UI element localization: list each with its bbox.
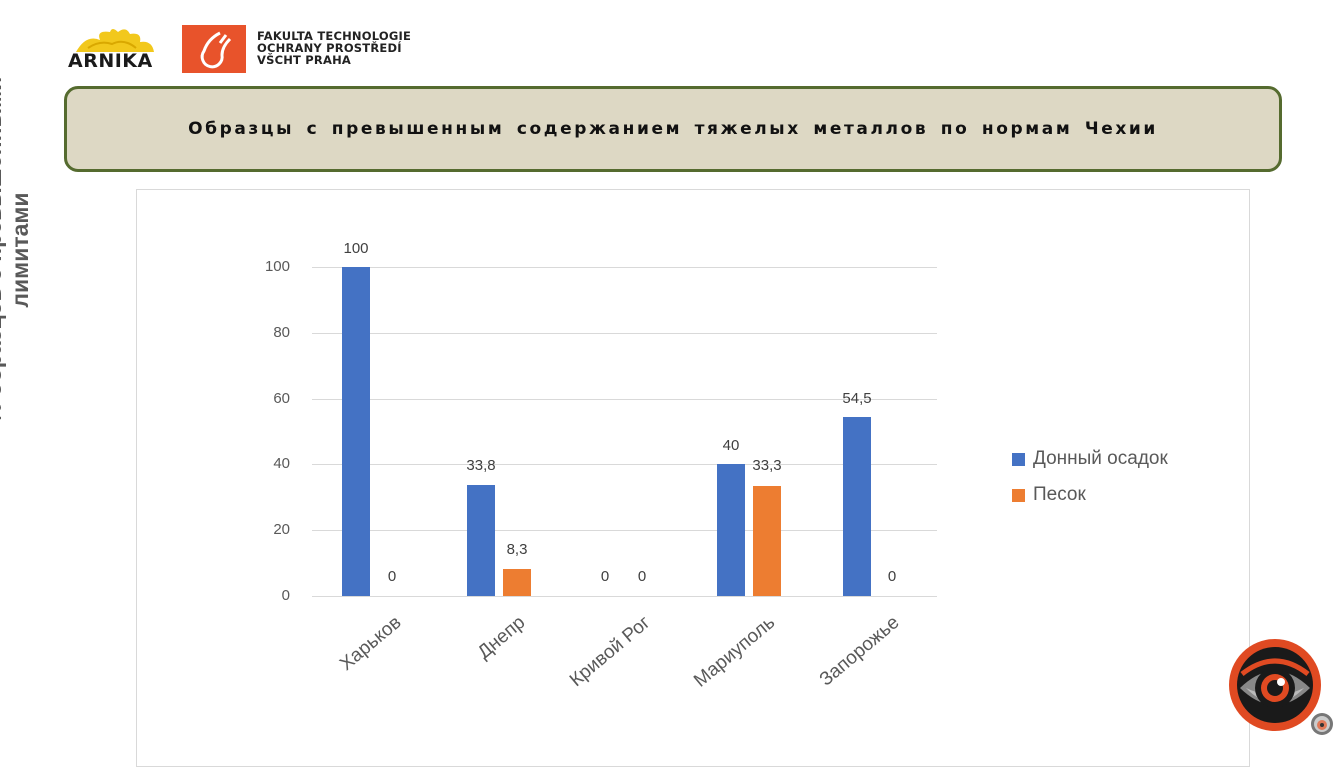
legend-item-sediment: Донный осадок xyxy=(1012,448,1168,470)
arnika-logo-text: ARNIKA xyxy=(68,50,153,72)
legend-item-sand: Песок xyxy=(1012,484,1086,506)
y-tick: 100 xyxy=(264,258,290,275)
data-label: 40 xyxy=(722,437,740,454)
gridline-40 xyxy=(312,464,937,465)
data-label: 33,8 xyxy=(466,457,496,474)
legend-label: Песок xyxy=(1033,484,1086,505)
y-tick: 80 xyxy=(273,324,290,341)
gridline-60 xyxy=(312,399,937,400)
title-box: Образцы с превышенным содержанием тяжелы… xyxy=(64,86,1282,172)
bar-sand-dnepr xyxy=(503,569,531,596)
x-axis-line xyxy=(312,596,937,597)
data-label: 8,3 xyxy=(506,541,528,558)
y-tick: 40 xyxy=(273,455,290,472)
gridline-100 xyxy=(312,267,937,268)
vscht-line-3: VŠCHT PRAHA xyxy=(257,53,352,67)
gridline-20 xyxy=(312,530,937,531)
vscht-logo-text: FAKULTA TECHNOLOGIE OCHRANY PROSTŘEDÍ VŠ… xyxy=(257,30,411,66)
gridline-80 xyxy=(312,333,937,334)
watermark-eye-icon xyxy=(1228,638,1322,732)
y-tick: 60 xyxy=(273,390,290,407)
slide-title: Образцы с превышенным содержанием тяжелы… xyxy=(188,119,1158,139)
bar-sediment-kharkov xyxy=(342,267,370,596)
y-tick: 20 xyxy=(273,521,290,538)
data-label: 0 xyxy=(887,568,897,585)
arnika-logo xyxy=(66,26,160,72)
legend-label: Донный осадок xyxy=(1033,448,1168,469)
vscht-line-1: FAKULTA TECHNOLOGIE xyxy=(257,29,411,43)
vscht-logo xyxy=(182,25,246,73)
y-tick: 0 xyxy=(281,587,290,604)
data-label: 54,5 xyxy=(842,390,872,407)
bar-sediment-zaporozhye xyxy=(843,417,871,596)
legend-swatch-blue xyxy=(1012,452,1025,466)
bar-sediment-dnepr xyxy=(467,485,495,596)
data-label: 33,3 xyxy=(752,457,782,474)
arnika-flower-icon xyxy=(76,29,154,52)
data-label: 100 xyxy=(343,240,369,257)
legend-swatch-orange xyxy=(1012,488,1025,502)
bar-sand-mariupol xyxy=(753,486,781,596)
y-axis-label: % образцов с превышенными лимитами xyxy=(0,76,33,424)
vscht-flask-icon xyxy=(200,31,232,69)
data-label: 0 xyxy=(387,568,397,585)
bar-sediment-mariupol xyxy=(717,464,745,596)
small-eye-icon xyxy=(1310,712,1334,736)
vscht-line-2: OCHRANY PROSTŘEDÍ xyxy=(257,41,402,55)
data-label: 0 xyxy=(637,568,647,585)
data-label: 0 xyxy=(600,568,610,585)
chart-frame xyxy=(136,189,1250,767)
